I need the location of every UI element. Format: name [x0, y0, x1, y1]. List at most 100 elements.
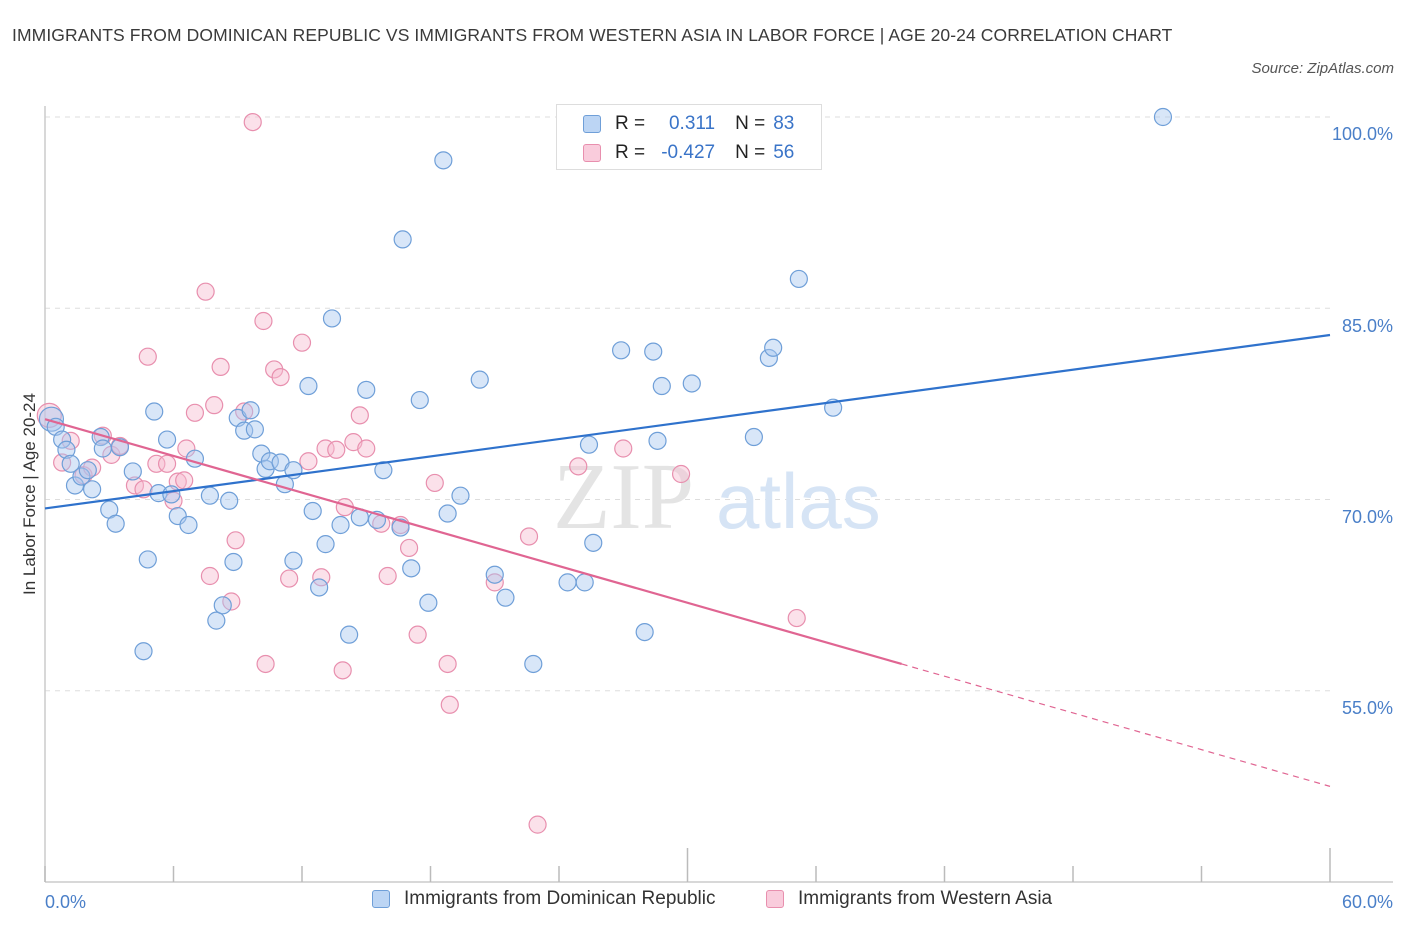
data-point	[157, 454, 177, 473]
data-point	[451, 486, 470, 505]
data-point	[331, 515, 350, 535]
y-tick-label-85: 85.0%	[1342, 316, 1393, 336]
data-point	[635, 622, 654, 642]
data-point	[357, 380, 376, 399]
data-point	[106, 514, 125, 533]
data-point	[243, 112, 262, 132]
x-ticks	[44, 848, 1331, 882]
source-label: Source: ZipAtlas.com	[1251, 60, 1394, 77]
n-value-dominican: 83	[773, 113, 795, 134]
data-point	[652, 376, 671, 396]
data-point	[256, 654, 275, 674]
data-point	[185, 403, 205, 422]
data-point	[138, 347, 157, 366]
legend-label-western-asia: Immigrants from Western Asia	[798, 888, 1053, 909]
data-point	[299, 452, 318, 471]
data-point	[134, 642, 153, 661]
data-point	[671, 464, 691, 484]
data-point	[138, 550, 157, 569]
data-point	[470, 370, 489, 389]
data-point	[519, 527, 539, 546]
chart-title: IMMIGRANTS FROM DOMINICAN REPUBLIC VS IM…	[12, 25, 1173, 45]
r-value-western-asia: -0.427	[661, 142, 716, 163]
data-point	[419, 593, 438, 612]
data-point	[241, 401, 260, 420]
data-point	[402, 559, 421, 578]
data-point	[644, 342, 663, 361]
r-label: R =	[615, 113, 646, 134]
data-point	[789, 269, 808, 289]
data-point	[579, 435, 599, 454]
r-value-dominican: 0.311	[668, 113, 716, 134]
data-point	[145, 402, 164, 421]
data-point	[292, 333, 312, 352]
data-point	[438, 504, 457, 523]
stats-row-dominican: R = 0.311 N = 83	[557, 109, 794, 139]
stats-legend: R = 0.311 N = 83 R = -0.427 N = 56	[556, 104, 822, 170]
data-point	[524, 654, 543, 674]
data-point	[434, 151, 453, 170]
n-label: N =	[735, 113, 766, 134]
x-tick-label-60: 60.0%	[1342, 892, 1393, 912]
y-tick-label-55: 55.0%	[1342, 698, 1393, 718]
data-point	[425, 473, 444, 493]
data-point	[310, 578, 329, 597]
data-point	[682, 374, 701, 393]
data-point	[207, 611, 226, 630]
data-point	[648, 431, 667, 450]
data-point	[226, 531, 245, 550]
data-point	[123, 462, 142, 481]
watermark-zip: ZIP	[553, 445, 694, 549]
data-point	[440, 695, 459, 714]
data-point	[211, 357, 230, 376]
data-point	[53, 430, 72, 449]
data-point	[93, 439, 112, 458]
data-point	[391, 518, 410, 537]
data-point	[280, 569, 299, 588]
data-point	[78, 461, 97, 480]
data-point	[83, 480, 102, 499]
data-point	[350, 406, 369, 425]
n-label: N =	[735, 142, 766, 163]
blue-swatch	[583, 115, 601, 133]
data-point	[220, 491, 239, 510]
y-axis-label: In Labor Force | Age 20-24	[20, 393, 39, 595]
legend-item-dominican[interactable]: Immigrants from Dominican Republic	[372, 888, 716, 910]
data-point	[528, 815, 547, 834]
data-point	[744, 427, 763, 447]
data-point	[1153, 107, 1173, 127]
series-western-asia	[36, 112, 806, 834]
trend-line-western-asia	[44, 418, 902, 666]
watermark-atlas: atlas	[716, 457, 881, 545]
data-point	[299, 376, 318, 396]
data-point	[303, 501, 322, 521]
data-point	[357, 439, 376, 458]
data-point	[408, 625, 427, 644]
blue-swatch	[372, 890, 390, 908]
axes	[44, 106, 1393, 883]
data-point	[125, 476, 145, 495]
data-point	[196, 282, 215, 301]
data-point	[399, 538, 419, 558]
data-point	[485, 565, 504, 584]
data-point	[57, 440, 76, 459]
data-point	[575, 573, 594, 592]
data-point	[162, 485, 181, 504]
data-point	[485, 573, 504, 592]
x-tick-label-0: 0.0%	[45, 892, 86, 912]
data-point	[65, 476, 85, 495]
data-point	[316, 535, 335, 554]
pink-swatch	[766, 890, 784, 908]
data-point	[179, 515, 198, 535]
data-point	[200, 566, 220, 586]
data-point	[271, 368, 290, 387]
legend-item-western-asia[interactable]: Immigrants from Western Asia	[766, 888, 1052, 910]
data-point	[340, 625, 359, 644]
data-point	[175, 471, 194, 490]
data-point	[438, 654, 457, 674]
data-point	[764, 338, 783, 357]
data-point	[222, 592, 241, 611]
data-point	[327, 440, 346, 459]
data-point	[584, 533, 603, 552]
